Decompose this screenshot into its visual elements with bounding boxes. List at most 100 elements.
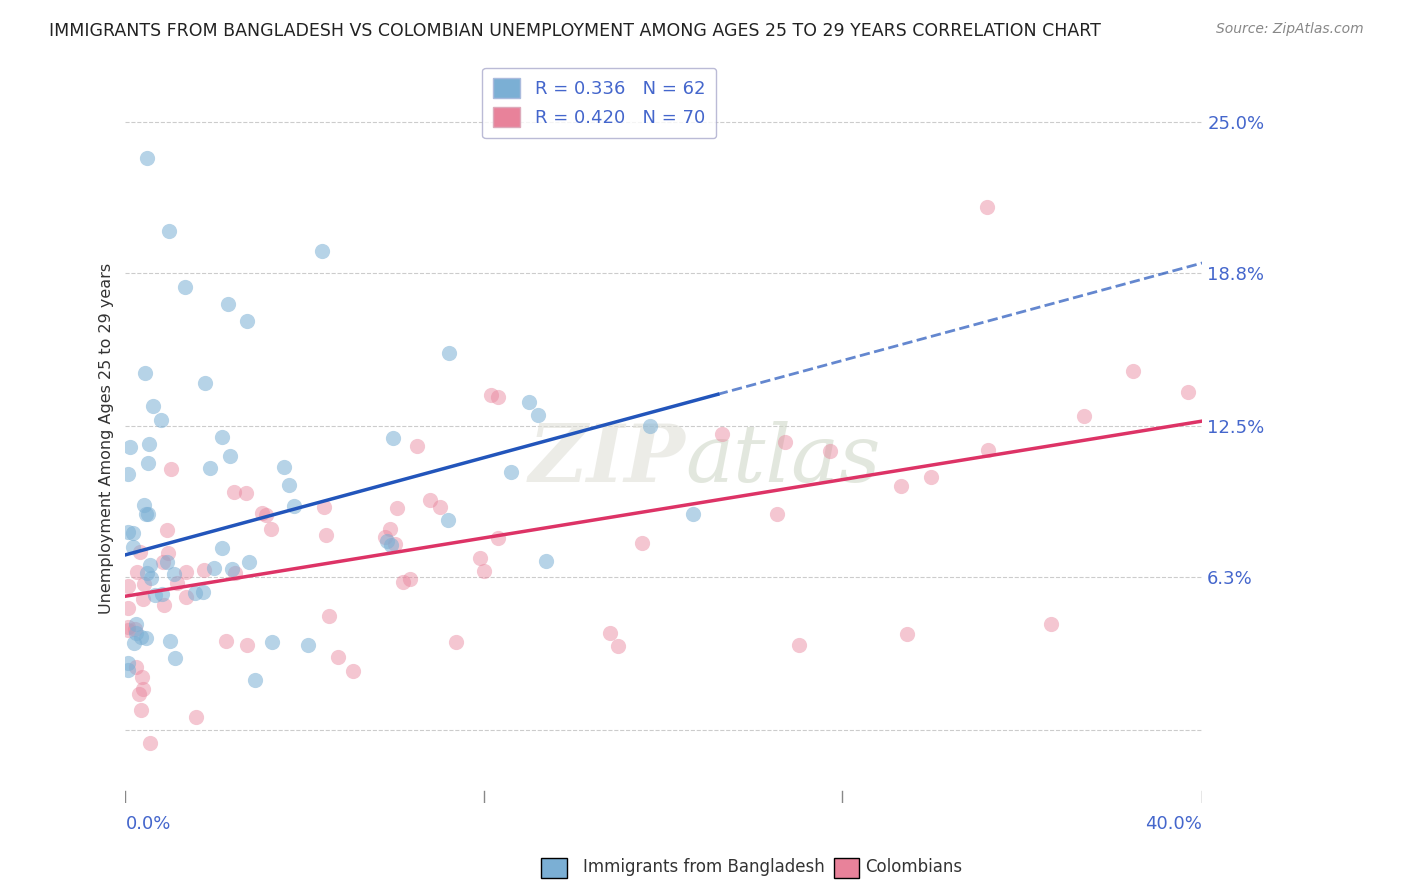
Point xyxy=(193,376,215,390)
Text: ZIP: ZIP xyxy=(529,421,686,499)
Point xyxy=(215,633,238,648)
Point xyxy=(139,558,162,572)
Point xyxy=(183,586,205,600)
Point xyxy=(150,413,173,427)
Point xyxy=(896,626,918,640)
Point xyxy=(606,640,628,654)
Point xyxy=(163,566,186,581)
Point xyxy=(419,492,441,507)
Point xyxy=(260,522,283,536)
Point xyxy=(1177,385,1199,400)
Point xyxy=(173,280,195,294)
Point xyxy=(156,555,179,569)
Point xyxy=(124,626,146,640)
Point xyxy=(184,710,207,724)
Point xyxy=(224,566,246,581)
Point xyxy=(765,508,787,522)
Point xyxy=(136,456,159,470)
Y-axis label: Unemployment Among Ages 25 to 29 years: Unemployment Among Ages 25 to 29 years xyxy=(100,262,114,614)
Point xyxy=(326,650,349,665)
Point xyxy=(136,566,159,581)
Point xyxy=(297,638,319,652)
Point xyxy=(159,634,181,648)
Point xyxy=(599,625,621,640)
Point xyxy=(127,565,149,579)
Point xyxy=(315,527,337,541)
Point xyxy=(174,565,197,579)
Point xyxy=(153,599,176,613)
Point xyxy=(122,525,145,540)
Point xyxy=(682,507,704,521)
Point xyxy=(135,507,157,521)
Point xyxy=(342,665,364,679)
Point xyxy=(437,513,460,527)
Point xyxy=(124,622,146,636)
Point xyxy=(517,394,540,409)
Point xyxy=(250,506,273,520)
Point xyxy=(122,636,145,650)
Point xyxy=(134,577,156,591)
Text: 40.0%: 40.0% xyxy=(1146,815,1202,833)
Point xyxy=(120,440,142,454)
Point xyxy=(152,555,174,569)
Point xyxy=(640,418,662,433)
Point xyxy=(399,572,422,586)
Point xyxy=(283,499,305,513)
Point xyxy=(273,460,295,475)
Point xyxy=(374,530,396,544)
Point xyxy=(1122,363,1144,377)
Text: Colombians: Colombians xyxy=(865,858,962,876)
Point xyxy=(160,461,183,475)
Point xyxy=(468,551,491,566)
Point xyxy=(311,244,333,258)
Point xyxy=(166,575,188,590)
Point xyxy=(142,399,165,413)
Point xyxy=(125,616,148,631)
Point xyxy=(117,656,139,670)
Point xyxy=(131,670,153,684)
Point xyxy=(143,588,166,602)
Point xyxy=(631,536,654,550)
Point xyxy=(217,297,239,311)
Point xyxy=(132,681,155,696)
Point xyxy=(138,436,160,450)
Point xyxy=(150,587,173,601)
Point xyxy=(920,470,942,484)
Point xyxy=(787,638,810,652)
Point xyxy=(117,467,139,482)
Point xyxy=(499,465,522,479)
Point xyxy=(318,609,340,624)
Point xyxy=(437,346,460,360)
Point xyxy=(156,523,179,537)
Point xyxy=(235,485,257,500)
Point xyxy=(135,631,157,645)
Text: atlas: atlas xyxy=(686,421,880,499)
Point xyxy=(976,200,998,214)
Point xyxy=(392,575,415,590)
Point xyxy=(773,435,796,450)
Point xyxy=(488,531,510,545)
Text: IMMIGRANTS FROM BANGLADESH VS COLOMBIAN UNEMPLOYMENT AMONG AGES 25 TO 29 YEARS C: IMMIGRANTS FROM BANGLADESH VS COLOMBIAN … xyxy=(49,22,1101,40)
Point xyxy=(129,703,152,717)
Point xyxy=(136,507,159,521)
Point xyxy=(141,571,163,585)
Point xyxy=(384,536,406,550)
Point xyxy=(890,478,912,492)
Point xyxy=(129,630,152,644)
Point xyxy=(1073,409,1095,424)
Point xyxy=(117,620,139,634)
Point xyxy=(977,442,1000,457)
Point xyxy=(378,522,401,536)
Point xyxy=(260,634,283,648)
Point xyxy=(117,663,139,677)
Point xyxy=(219,450,242,464)
Point xyxy=(1040,617,1063,632)
Point xyxy=(711,427,734,442)
Point xyxy=(238,555,260,569)
Point xyxy=(375,533,398,548)
Point xyxy=(312,500,335,514)
Point xyxy=(117,579,139,593)
Point xyxy=(202,560,225,574)
Point xyxy=(193,563,215,577)
Text: Source: ZipAtlas.com: Source: ZipAtlas.com xyxy=(1216,22,1364,37)
